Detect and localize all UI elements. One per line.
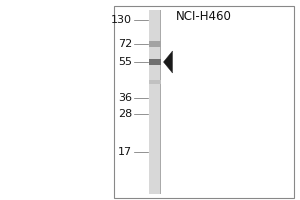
Text: NCI-H460: NCI-H460	[176, 10, 232, 23]
Bar	[148, 10, 160, 194]
Text: 17: 17	[118, 147, 132, 157]
Bar	[148, 80, 160, 84]
Bar	[148, 42, 160, 46]
Bar	[148, 10, 149, 194]
Bar	[160, 10, 161, 194]
Text: 72: 72	[118, 39, 132, 49]
Bar	[114, 6, 294, 198]
Text: 130: 130	[111, 15, 132, 25]
Bar	[148, 59, 160, 65]
Text: 36: 36	[118, 93, 132, 103]
Polygon shape	[164, 51, 172, 73]
Text: 28: 28	[118, 109, 132, 119]
Text: 55: 55	[118, 57, 132, 67]
